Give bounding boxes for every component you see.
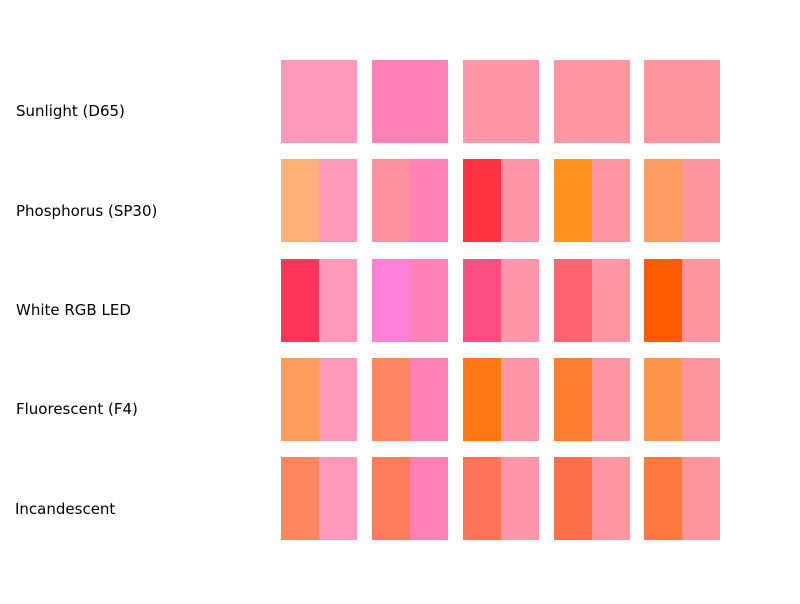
swatch-r4-c4-left (644, 457, 682, 540)
swatch-r2-c0-left (281, 259, 319, 342)
swatch-r2-c3-left (554, 259, 592, 342)
swatch-r2-c1-left (372, 259, 410, 342)
swatch-r3-c4-left (644, 358, 682, 441)
swatch-r0-c1-left (372, 60, 410, 143)
swatch-r3-c2-left (463, 358, 501, 441)
swatch-r4-c3-right (592, 457, 630, 540)
swatch-r3-c0-right (319, 358, 357, 441)
swatch-r3-c2-right (501, 358, 539, 441)
row-label-2: White RGB LED (16, 301, 131, 319)
swatch-r1-c0-left (281, 159, 319, 242)
swatch-r1-c1-left (372, 159, 410, 242)
swatch-r2-c4-right (682, 259, 720, 342)
swatch-r2-c2-right (501, 259, 539, 342)
swatch-r4-c2-left (463, 457, 501, 540)
swatch-r3-c3-left (554, 358, 592, 441)
swatch-r4-c1-left (372, 457, 410, 540)
swatch-r3-c4-right (682, 358, 720, 441)
swatch-r3-c1-right (410, 358, 448, 441)
swatch-r1-c2-right (501, 159, 539, 242)
swatch-r0-c0-left (281, 60, 319, 143)
swatch-r4-c0-right (319, 457, 357, 540)
row-label-1: Phosphorus (SP30) (16, 202, 158, 220)
swatch-r1-c4-left (644, 159, 682, 242)
row-label-3: Fluorescent (F4) (16, 400, 138, 418)
swatch-r4-c3-left (554, 457, 592, 540)
swatch-r2-c0-right (319, 259, 357, 342)
swatch-r3-c1-left (372, 358, 410, 441)
swatch-r2-c2-left (463, 259, 501, 342)
swatch-r2-c1-right (410, 259, 448, 342)
swatch-r0-c3-right (592, 60, 630, 143)
swatch-r3-c0-left (281, 358, 319, 441)
swatch-r0-c1-right (410, 60, 448, 143)
swatch-r2-c4-left (644, 259, 682, 342)
swatch-r3-c3-right (592, 358, 630, 441)
swatch-r0-c3-left (554, 60, 592, 143)
swatch-r1-c2-left (463, 159, 501, 242)
swatch-r1-c3-right (592, 159, 630, 242)
swatch-r2-c3-right (592, 259, 630, 342)
swatch-r1-c4-right (682, 159, 720, 242)
swatch-r4-c4-right (682, 457, 720, 540)
swatch-r4-c1-right (410, 457, 448, 540)
row-label-4: Incandescent (15, 500, 116, 518)
swatch-r1-c0-right (319, 159, 357, 242)
swatch-r4-c2-right (501, 457, 539, 540)
swatch-r0-c0-right (319, 60, 357, 143)
swatch-r0-c2-left (463, 60, 501, 143)
swatch-r0-c4-left (644, 60, 682, 143)
swatch-r0-c4-right (682, 60, 720, 143)
swatch-r1-c3-left (554, 159, 592, 242)
swatch-r0-c2-right (501, 60, 539, 143)
swatch-r4-c0-left (281, 457, 319, 540)
swatch-r1-c1-right (410, 159, 448, 242)
row-label-0: Sunlight (D65) (16, 102, 125, 120)
